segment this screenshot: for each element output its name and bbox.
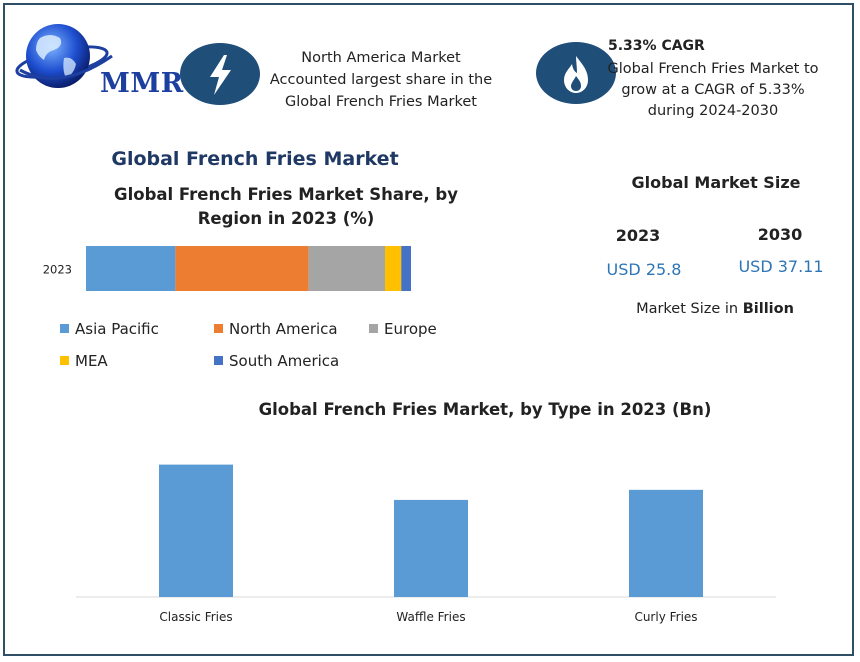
globe-icon	[15, 24, 113, 88]
unit-bold: Billion	[742, 301, 794, 317]
legend-label: Asia Pacific	[75, 320, 159, 338]
unit-prefix: Market Size in	[636, 301, 743, 317]
legend-item-south-america: South America	[214, 352, 339, 370]
legend-swatch	[214, 356, 223, 365]
market-size-title: Global Market Size	[631, 173, 801, 192]
lightning-icon	[180, 43, 260, 105]
type-chart-title: Global French Fries Market, by Type in 2…	[258, 400, 712, 419]
main-title: Global French Fries Market	[111, 148, 399, 170]
segment-mea	[385, 246, 402, 291]
x-tick-label: Waffle Fries	[396, 610, 465, 624]
legend-item-north-america: North America	[214, 320, 338, 338]
legend-item-europe: Europe	[369, 320, 437, 338]
bar-curly-fries	[629, 489, 703, 597]
legend-swatch	[369, 324, 378, 333]
category-label: 2023	[43, 263, 72, 277]
region-chart-title: Global French Fries Market Share, by Reg…	[114, 185, 458, 228]
year-2023-label: 2023	[615, 226, 661, 245]
legend-label: MEA	[75, 352, 108, 370]
page-frame	[3, 3, 854, 656]
x-tick-label: Classic Fries	[159, 610, 232, 624]
legend-item-asia-pacific: Asia Pacific	[60, 320, 159, 338]
cagr-highlight: Global French Fries Market to grow at a …	[607, 61, 819, 119]
legend-swatch	[60, 324, 69, 333]
market-size-2030: USD 37.11	[738, 257, 824, 276]
market-size-unit: Market Size in Billion	[610, 301, 820, 317]
type-bar-chart: Classic Fries Waffle Fries Curly Fries	[76, 464, 776, 624]
mmr-logo: MMR	[14, 18, 183, 99]
region-legend: Asia Pacific North America Europe MEA South …	[60, 320, 480, 380]
bar-classic-fries	[159, 464, 233, 597]
legend-item-mea: MEA	[60, 352, 108, 370]
north-america-highlight: North America Market Accounted largest s…	[269, 50, 493, 110]
segment-south-america	[401, 246, 411, 291]
year-2030-label: 2030	[757, 225, 803, 244]
flame-icon	[536, 42, 616, 104]
segment-asia-pacific	[86, 246, 176, 291]
region-share-chart: 2023	[43, 246, 411, 291]
legend-swatch	[214, 324, 223, 333]
logo-text: MMR	[100, 68, 184, 99]
cagr-heading: 5.33% CAGR	[608, 38, 705, 54]
legend-label: South America	[229, 352, 340, 370]
segment-north-america	[175, 246, 309, 291]
bar-waffle-fries	[394, 499, 468, 597]
legend-label: North America	[229, 320, 338, 338]
market-size-2023: USD 25.8	[606, 260, 682, 279]
x-tick-label: Curly Fries	[634, 610, 697, 624]
segment-europe	[308, 246, 385, 291]
legend-swatch	[60, 356, 69, 365]
legend-label: Europe	[384, 320, 437, 338]
